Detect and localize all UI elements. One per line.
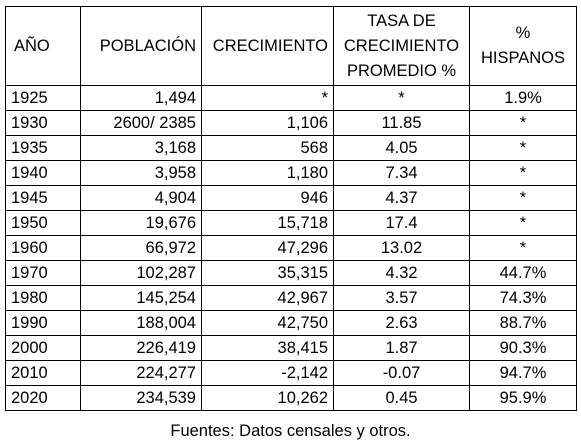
cell-population: 102,287	[80, 260, 202, 286]
header-growth: CRECIMIENTO	[201, 6, 334, 86]
cell-growth: 47,296	[201, 235, 334, 261]
table-row: 2020 234,539 10,262 0.45 95.9%	[5, 385, 577, 411]
cell-year: 1960	[5, 235, 81, 261]
cell-growth: 568	[201, 135, 334, 161]
cell-rate: 2.63	[333, 310, 470, 336]
cell-rate: 0.45	[333, 385, 470, 411]
cell-rate: 11.85	[333, 110, 470, 136]
table-body: 1925 1,494 * * 1.9% 1930 2600/ 2385 1,106 11.85 *…	[5, 85, 577, 411]
cell-hispanic: *	[469, 185, 577, 211]
cell-rate: *	[333, 85, 470, 111]
cell-hispanic: 1.9%	[469, 85, 577, 111]
cell-growth: 42,750	[201, 310, 334, 336]
cell-growth: 10,262	[201, 385, 334, 411]
header-population: POBLACIÓN	[80, 6, 202, 86]
cell-year: 1990	[5, 310, 81, 336]
cell-hispanic: 88.7%	[469, 310, 577, 336]
table-row: 1970 102,287 35,315 4.32 44.7%	[5, 260, 577, 286]
table-row: 1940 3,958 1,180 7.34 *	[5, 160, 577, 186]
table-row: 1945 4,904 946 4.37 *	[5, 185, 577, 211]
cell-hispanic: 94.7%	[469, 360, 577, 386]
table-row: 1925 1,494 * * 1.9%	[5, 85, 577, 111]
cell-year: 1935	[5, 135, 81, 161]
header-rate: TASA DE CRECIMIENTO PROMEDIO %	[333, 6, 470, 86]
table-row: 1950 19,676 15,718 17.4 *	[5, 210, 577, 236]
cell-population: 19,676	[80, 210, 202, 236]
cell-population: 224,277	[80, 360, 202, 386]
cell-rate: 4.32	[333, 260, 470, 286]
cell-population: 188,004	[80, 310, 202, 336]
table-row: 2010 224,277 -2,142 -0.07 94.7%	[5, 360, 577, 386]
table-row: 1990 188,004 42,750 2.63 88.7%	[5, 310, 577, 336]
cell-rate: -0.07	[333, 360, 470, 386]
cell-population: 4,904	[80, 185, 202, 211]
cell-rate: 17.4	[333, 210, 470, 236]
cell-population: 1,494	[80, 85, 202, 111]
table-row: 1960 66,972 47,296 13.02 *	[5, 235, 577, 261]
cell-year: 2000	[5, 335, 81, 361]
cell-hispanic: *	[469, 110, 577, 136]
cell-hispanic: *	[469, 135, 577, 161]
cell-rate: 3.57	[333, 285, 470, 311]
cell-year: 1950	[5, 210, 81, 236]
cell-growth: 35,315	[201, 260, 334, 286]
cell-growth: 1,106	[201, 110, 334, 136]
table-row: 2000 226,419 38,415 1.87 90.3%	[5, 335, 577, 361]
cell-rate: 7.34	[333, 160, 470, 186]
header-row: AÑO POBLACIÓN CRECIMIENTO TASA DE CRECIM…	[5, 6, 577, 86]
population-table: AÑO POBLACIÓN CRECIMIENTO TASA DE CRECIM…	[5, 6, 577, 411]
cell-growth: -2,142	[201, 360, 334, 386]
cell-hispanic: 95.9%	[469, 385, 577, 411]
cell-hispanic: 90.3%	[469, 335, 577, 361]
cell-rate: 13.02	[333, 235, 470, 261]
cell-population: 3,168	[80, 135, 202, 161]
cell-rate: 4.05	[333, 135, 470, 161]
header-hispanic: % HISPANOS	[469, 6, 577, 86]
table-row: 1930 2600/ 2385 1,106 11.85 *	[5, 110, 577, 136]
cell-hispanic: *	[469, 235, 577, 261]
cell-population: 145,254	[80, 285, 202, 311]
cell-growth: 946	[201, 185, 334, 211]
cell-growth: 42,967	[201, 285, 334, 311]
cell-hispanic: *	[469, 210, 577, 236]
header-year: AÑO	[5, 6, 81, 86]
cell-year: 1945	[5, 185, 81, 211]
cell-hispanic: 44.7%	[469, 260, 577, 286]
source-note: Fuentes: Datos censales y otros.	[170, 422, 411, 440]
cell-year: 2020	[5, 385, 81, 411]
cell-growth: 38,415	[201, 335, 334, 361]
cell-population: 226,419	[80, 335, 202, 361]
table-row: 1935 3,168 568 4.05 *	[5, 135, 577, 161]
cell-year: 1930	[5, 110, 81, 136]
cell-year: 1980	[5, 285, 81, 311]
cell-year: 2010	[5, 360, 81, 386]
cell-rate: 4.37	[333, 185, 470, 211]
cell-year: 1925	[5, 85, 81, 111]
cell-growth: 1,180	[201, 160, 334, 186]
cell-population: 234,539	[80, 385, 202, 411]
cell-hispanic: 74.3%	[469, 285, 577, 311]
cell-growth: 15,718	[201, 210, 334, 236]
cell-growth: *	[201, 85, 334, 111]
table-row: 1980 145,254 42,967 3.57 74.3%	[5, 285, 577, 311]
cell-hispanic: *	[469, 160, 577, 186]
cell-population: 66,972	[80, 235, 202, 261]
cell-year: 1970	[5, 260, 81, 286]
cell-rate: 1.87	[333, 335, 470, 361]
cell-population: 2600/ 2385	[80, 110, 202, 136]
cell-year: 1940	[5, 160, 81, 186]
cell-population: 3,958	[80, 160, 202, 186]
